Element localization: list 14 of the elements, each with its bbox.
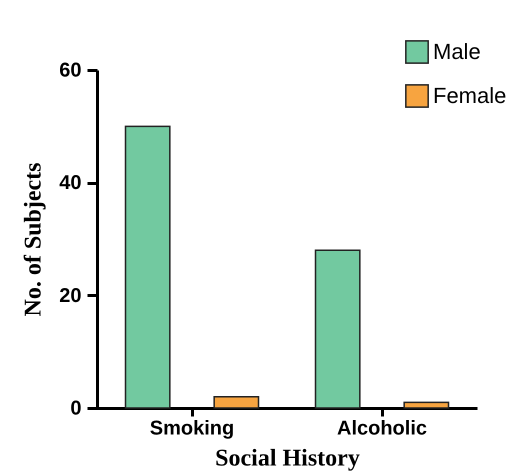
y-axis-title: No. of Subjects: [20, 162, 46, 316]
y-tick-label: 40: [59, 172, 82, 194]
bar: [213, 396, 260, 409]
x-axis-title: Social History: [215, 446, 360, 472]
y-tick-label: 60: [59, 60, 82, 82]
bar: [124, 126, 171, 409]
y-tick-label: 0: [70, 398, 82, 420]
bar: [314, 250, 361, 409]
bar: [403, 402, 450, 409]
y-tick-label: 20: [59, 284, 82, 307]
x-tick-label: Alcoholic: [336, 418, 428, 440]
x-tick-label: Smoking: [150, 418, 234, 440]
legend-label: Female: [433, 83, 506, 108]
legend-label: Male: [433, 39, 481, 64]
